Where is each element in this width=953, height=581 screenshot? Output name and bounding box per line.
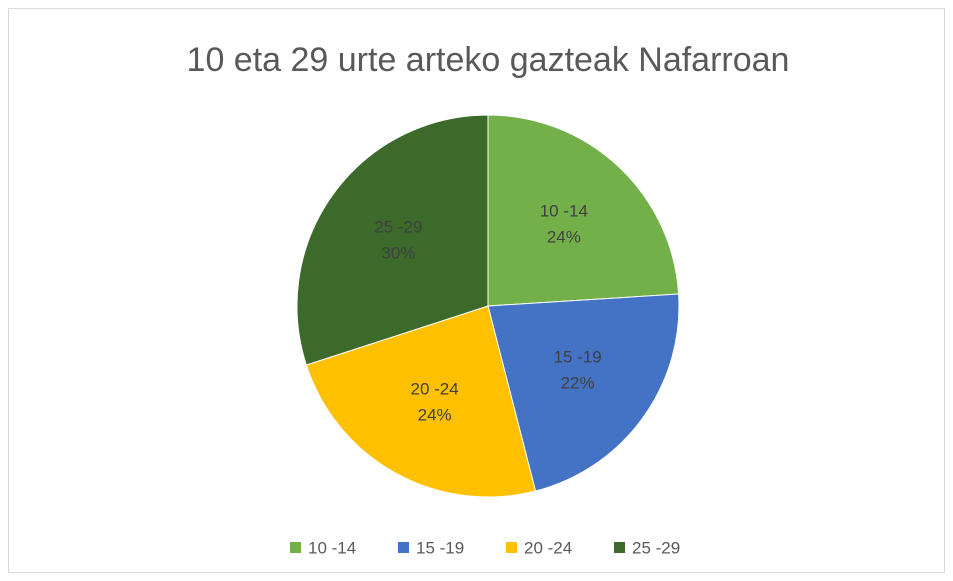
slice-value-label: 30%	[381, 243, 415, 262]
legend-swatch	[614, 542, 625, 553]
pie-slice	[296, 114, 489, 366]
legend-swatch	[506, 542, 517, 553]
legend-label: 15 -19	[416, 538, 464, 557]
chart-title: 10 eta 29 urte arteko gazteak Nafarroan	[187, 41, 790, 79]
slice-value-label: 24%	[418, 406, 452, 425]
slice-value-label: 24%	[547, 228, 581, 247]
legend-swatch	[290, 542, 301, 553]
slice-category-label: 10 -14	[540, 202, 588, 221]
slice-value-label: 22%	[561, 374, 595, 393]
legend-label: 20 -24	[524, 538, 572, 557]
slice-category-label: 25 -29	[374, 217, 422, 236]
pie-slice	[305, 305, 537, 498]
legend-swatch	[398, 542, 409, 553]
pie-slice	[487, 293, 680, 492]
legend-label: 25 -29	[632, 538, 680, 557]
legend-label: 10 -14	[308, 538, 356, 557]
pie-slice	[487, 114, 680, 307]
slice-category-label: 15 -19	[554, 348, 602, 367]
slice-category-label: 20 -24	[411, 380, 459, 399]
